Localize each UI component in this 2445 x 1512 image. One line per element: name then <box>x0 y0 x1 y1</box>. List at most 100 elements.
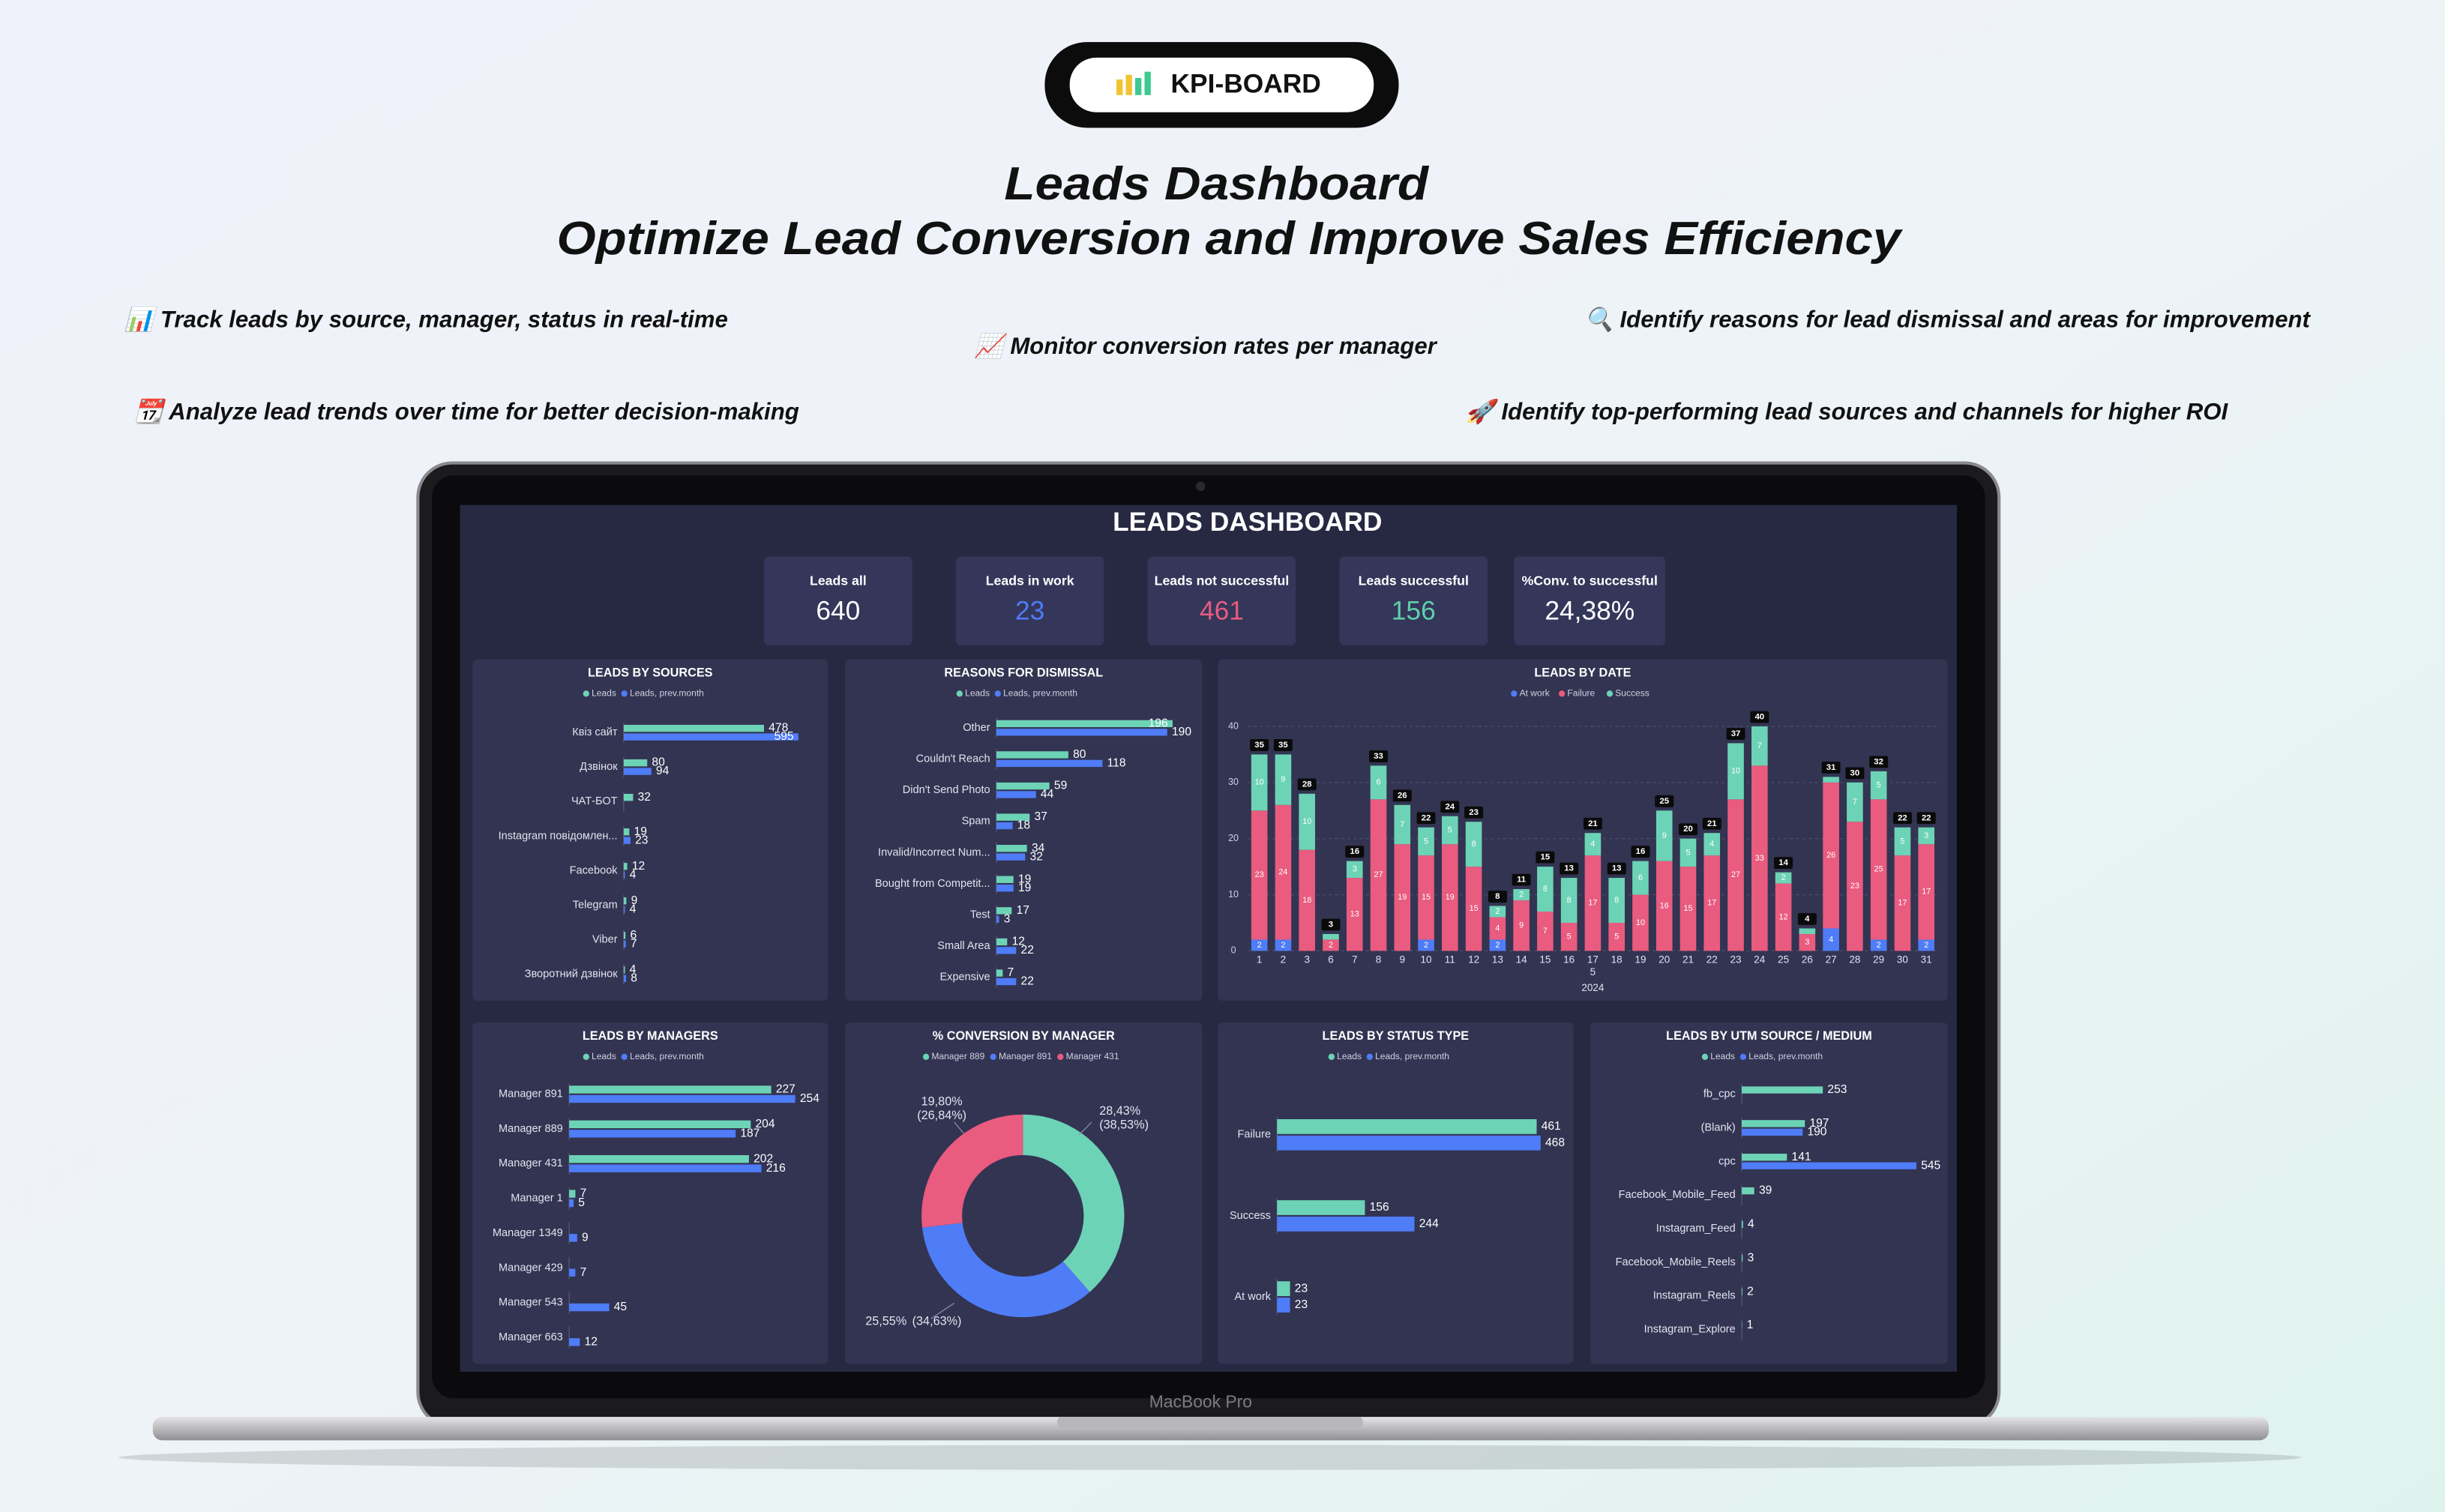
bar-segment <box>1584 855 1602 951</box>
panel-title: LEADS BY UTM SOURCE / MEDIUM <box>1666 1029 1872 1043</box>
segment-label: 10 <box>1731 767 1740 776</box>
y-tick-label: 0 <box>1231 945 1236 956</box>
category-label: Квіз сайт <box>572 726 618 738</box>
legend-label: Leads <box>1337 1051 1362 1061</box>
kpi-value: 156 <box>1392 597 1436 626</box>
category-label: Manager 889 <box>499 1123 563 1135</box>
badge-icon <box>1116 71 1151 95</box>
device-label: MacBook Pro <box>1149 1391 1252 1411</box>
bar-segment <box>1418 827 1434 856</box>
total-label: 20 <box>1683 825 1693 834</box>
total-label: 13 <box>1612 864 1622 873</box>
bar-segment <box>1323 939 1339 951</box>
slice-label: 28,43% <box>1099 1104 1140 1118</box>
bar <box>996 969 1003 977</box>
bar-segment <box>1799 928 1816 934</box>
bar <box>569 1303 610 1312</box>
category-label: Manager 1349 <box>493 1227 563 1239</box>
x-tick-label: 28 <box>1849 954 1860 965</box>
category-label: Instagram_Reels <box>1653 1290 1736 1302</box>
total-badge <box>1512 873 1531 886</box>
total-label: 26 <box>1398 791 1407 800</box>
donut-slice <box>921 1114 1023 1228</box>
bar-segment <box>1608 878 1626 923</box>
segment-label: 5 <box>1567 933 1572 942</box>
category-label: Manager 429 <box>499 1262 563 1274</box>
category-label: Manager 663 <box>499 1331 563 1343</box>
bar <box>569 1268 576 1277</box>
total-label: 4 <box>1805 915 1810 924</box>
legend-swatch <box>1606 690 1614 697</box>
bar-segment <box>1584 833 1602 856</box>
bar <box>569 1164 762 1172</box>
total-badge <box>1583 817 1602 830</box>
bar <box>1742 1128 1803 1136</box>
legend-swatch <box>583 690 589 697</box>
category-label: Spam <box>962 816 990 828</box>
x-tick-label: 14 <box>1516 954 1528 965</box>
legend-label: Leads <box>592 1051 616 1061</box>
legend-swatch <box>1558 690 1566 697</box>
category-label: Didn't Send Photo <box>903 784 990 796</box>
total-label: 11 <box>1517 876 1527 885</box>
bar <box>996 978 1017 986</box>
bar-segment <box>1727 799 1744 951</box>
bar-segment <box>1537 867 1554 912</box>
legend-swatch <box>1739 1053 1747 1060</box>
bar-segment <box>1323 933 1339 940</box>
bar-segment <box>1299 849 1316 951</box>
feature-text: 📈 Monitor conversion rates per manager <box>975 332 1438 359</box>
value-label: 7 <box>580 1266 587 1279</box>
category-label: fb_cpc <box>1703 1088 1736 1100</box>
value-label: 22 <box>1021 944 1034 957</box>
bar-segment <box>1346 861 1363 879</box>
value-label: 37 <box>1035 810 1047 823</box>
value-label: 216 <box>766 1162 786 1175</box>
total-label: 30 <box>1850 768 1860 777</box>
category-label: Invalid/Incorrect Num... <box>878 846 990 858</box>
bar-segment <box>1513 889 1530 901</box>
total-badge <box>1916 812 1936 825</box>
total-label: 21 <box>1707 819 1717 828</box>
bar <box>1277 1118 1537 1134</box>
category-label: Manager 543 <box>499 1297 563 1309</box>
segment-label: 23 <box>1255 870 1264 879</box>
bar-segment <box>1251 939 1268 951</box>
segment-label: 18 <box>1302 896 1311 905</box>
x-tick-label: 22 <box>1706 954 1718 965</box>
bar <box>623 871 625 879</box>
value-label: 44 <box>1041 788 1054 801</box>
bar-segment <box>1275 939 1292 951</box>
x-tick-label: 6 <box>1328 954 1334 965</box>
segment-label: 17 <box>1922 888 1931 897</box>
x-tick-label: 17 <box>1587 954 1599 965</box>
bar-segment <box>1679 867 1697 951</box>
x-tick-label: 23 <box>1730 954 1742 965</box>
bar <box>1742 1154 1787 1161</box>
bar <box>623 906 625 913</box>
total-label: 23 <box>1469 808 1479 817</box>
bar <box>1742 1187 1754 1195</box>
x-tick-label: 21 <box>1682 954 1694 965</box>
x-tick-label: 26 <box>1802 954 1813 965</box>
value-label: 190 <box>1172 726 1191 738</box>
category-label: Manager 1 <box>511 1193 563 1205</box>
value-label: 3 <box>1004 912 1011 925</box>
bar <box>623 863 628 870</box>
segment-label: 7 <box>1757 741 1762 750</box>
bar-segment <box>1632 861 1649 895</box>
bar-segment <box>1775 872 1792 884</box>
feature-text: 🚀 Identify top-performing lead sources a… <box>1466 397 2229 424</box>
legend-label: Leads, prev.month <box>630 1051 704 1061</box>
value-label: 80 <box>652 756 665 769</box>
value-label: 468 <box>1545 1136 1565 1149</box>
donut-slice <box>1023 1114 1125 1292</box>
segment-label: 2 <box>1877 941 1881 950</box>
x-tick-label: 16 <box>1563 954 1575 965</box>
value-label: 19 <box>1018 873 1031 885</box>
panel-title: LEADS BY SOURCES <box>588 666 713 680</box>
bar-segment <box>1560 922 1578 951</box>
panel <box>845 659 1203 1001</box>
value-label: 190 <box>1807 1125 1826 1138</box>
bar <box>996 813 1030 821</box>
